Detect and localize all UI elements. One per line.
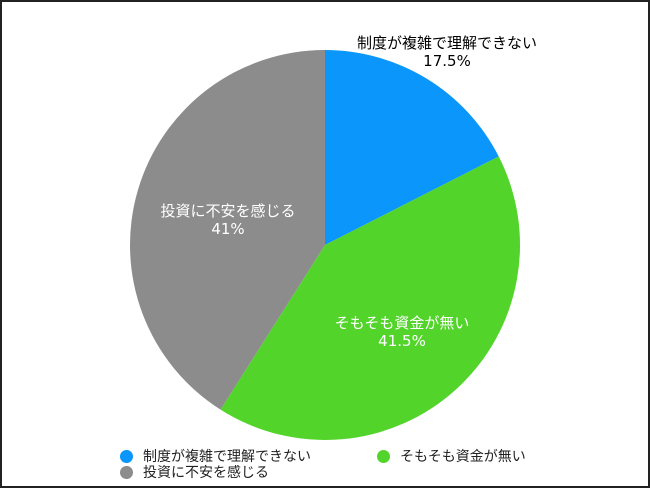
legend-swatch <box>120 465 133 479</box>
legend-swatch <box>377 449 390 463</box>
slice-label-text: 投資に不安を感じる <box>160 202 296 220</box>
slice-label-anxiety: 投資に不安を感じる 41% <box>160 202 295 238</box>
pie-slice-0 <box>325 50 499 245</box>
pie-slice-1 <box>220 156 521 440</box>
slice-label-text: 制度が複雑で理解できない <box>356 34 538 52</box>
slice-label-no-funds: そもそも資金が無い 41.5% <box>335 314 470 350</box>
slice-value-text: 41.5% <box>378 332 426 350</box>
legend-item-complex: 制度が複雑で理解できない <box>120 446 311 466</box>
slice-value-text: 17.5% <box>423 52 471 70</box>
legend-label: 投資に不安を感じる <box>143 465 269 481</box>
slice-label-complex: 制度が複雑で理解できない 17.5% <box>357 34 537 70</box>
slice-label-text: そもそも資金が無い <box>334 314 470 332</box>
legend-label: そもそも資金が無い <box>400 449 526 465</box>
legend-swatch <box>120 449 133 463</box>
pie-slice-2 <box>130 50 325 410</box>
legend-item-no-funds: そもそも資金が無い <box>377 446 526 466</box>
legend-label: 制度が複雑で理解できない <box>143 449 311 465</box>
legend-item-anxiety: 投資に不安を感じる <box>120 462 269 482</box>
slice-value-text: 41% <box>211 220 245 238</box>
